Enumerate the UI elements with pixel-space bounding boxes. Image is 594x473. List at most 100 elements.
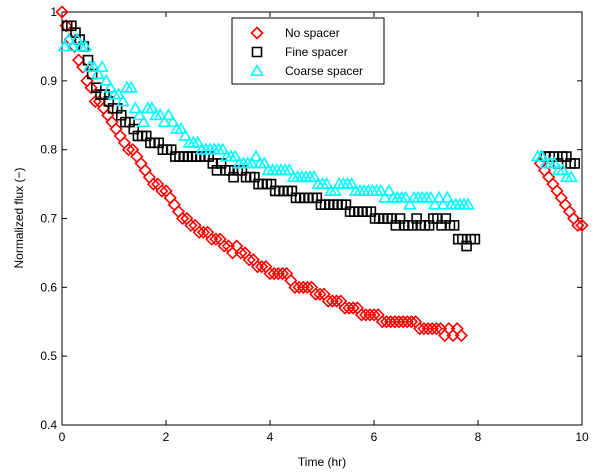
x-tick-label: 8 — [475, 430, 482, 444]
data-point — [242, 253, 256, 267]
data-point — [176, 211, 190, 226]
x-tick-label: 2 — [163, 430, 170, 444]
data-point — [461, 197, 475, 210]
y-tick-label: 0.8 — [40, 143, 57, 157]
series-fine-spacer — [61, 20, 581, 252]
data-point — [382, 183, 396, 196]
y-tick-label: 0.4 — [40, 418, 57, 432]
data-point — [461, 240, 472, 252]
series-coarse-spacer — [57, 32, 578, 210]
legend-marker — [250, 26, 264, 40]
data-point — [155, 184, 169, 198]
data-point — [469, 233, 481, 245]
data-point — [128, 101, 143, 114]
data-point — [234, 246, 248, 260]
data-point — [436, 197, 451, 210]
data-point — [145, 101, 159, 114]
data-point — [55, 5, 69, 19]
data-point — [367, 308, 381, 322]
data-point — [146, 177, 161, 191]
legend-label: Fine spacer — [285, 45, 348, 59]
data-point — [398, 190, 413, 203]
data-point — [209, 232, 223, 246]
data-point — [319, 176, 334, 190]
data-point — [228, 149, 243, 162]
data-point — [217, 239, 231, 253]
data-point — [569, 158, 581, 169]
data-point — [78, 39, 93, 52]
legend-marker — [250, 63, 264, 76]
legend-box — [231, 17, 385, 85]
data-point — [423, 190, 438, 203]
data-point — [282, 163, 297, 176]
y-tick-label: 0.6 — [40, 280, 57, 294]
data-points — [55, 5, 589, 343]
data-point — [427, 197, 442, 210]
data-point — [95, 59, 109, 72]
legend-marker — [251, 46, 263, 58]
data-point — [307, 170, 322, 183]
data-point — [275, 266, 290, 281]
y-axis-label: Normalized flux (−) — [12, 167, 26, 268]
data-point — [157, 115, 172, 128]
data-point — [535, 149, 549, 162]
data-point — [66, 20, 77, 32]
data-point — [111, 87, 126, 100]
legend: No spacer Fine spacer Coarse spacer — [231, 17, 385, 85]
y-tick-label: 0.9 — [40, 74, 57, 88]
data-point — [99, 73, 114, 86]
data-point — [70, 27, 81, 38]
data-point — [346, 301, 360, 315]
data-point — [184, 218, 198, 233]
data-point — [84, 81, 98, 95]
data-point — [575, 218, 589, 233]
data-point — [440, 190, 455, 203]
legend-label: No spacer — [285, 26, 340, 40]
axis-ticks — [61, 11, 583, 426]
y-tick-label: 1 — [50, 5, 57, 19]
data-point — [429, 322, 444, 336]
data-point — [174, 121, 188, 134]
y-tick-label: 0.5 — [40, 349, 57, 363]
data-point — [196, 225, 211, 239]
data-point — [124, 116, 135, 128]
data-point — [153, 108, 168, 121]
x-tick-label: 0 — [59, 430, 66, 444]
axis-tick-labels: 0 2 4 6 8 10 0.4 0.5 0.6 0.7 0.8 0.9 1 — [40, 5, 589, 444]
data-point — [423, 220, 435, 231]
x-axis-label: Time (hr) — [298, 455, 346, 469]
data-point — [300, 280, 315, 294]
data-point — [547, 156, 562, 169]
data-point — [190, 135, 205, 148]
y-tick-label: 0.7 — [40, 212, 57, 226]
data-point — [448, 220, 460, 231]
data-point — [121, 143, 136, 157]
data-point — [124, 80, 139, 93]
series-no-spacer — [55, 5, 589, 343]
data-point — [432, 190, 446, 203]
data-point — [571, 218, 585, 233]
data-point — [249, 149, 263, 162]
data-point — [115, 94, 130, 107]
data-point — [161, 108, 176, 121]
data-point — [313, 287, 327, 301]
data-point — [70, 32, 84, 45]
data-point — [178, 128, 193, 141]
data-point — [66, 39, 80, 52]
data-point — [136, 115, 151, 128]
data-point — [165, 115, 180, 128]
data-point — [244, 156, 259, 169]
data-point — [103, 80, 118, 93]
data-point — [132, 108, 147, 121]
data-point — [255, 260, 269, 274]
x-tick-label: 4 — [267, 430, 274, 444]
data-point — [564, 170, 578, 183]
x-tick-label: 6 — [371, 430, 378, 444]
data-point — [86, 59, 101, 72]
data-point — [329, 294, 344, 308]
x-tick-label: 10 — [575, 430, 589, 444]
data-point — [373, 183, 388, 196]
data-point — [328, 183, 342, 196]
legend-label: Coarse spacer — [285, 64, 363, 78]
